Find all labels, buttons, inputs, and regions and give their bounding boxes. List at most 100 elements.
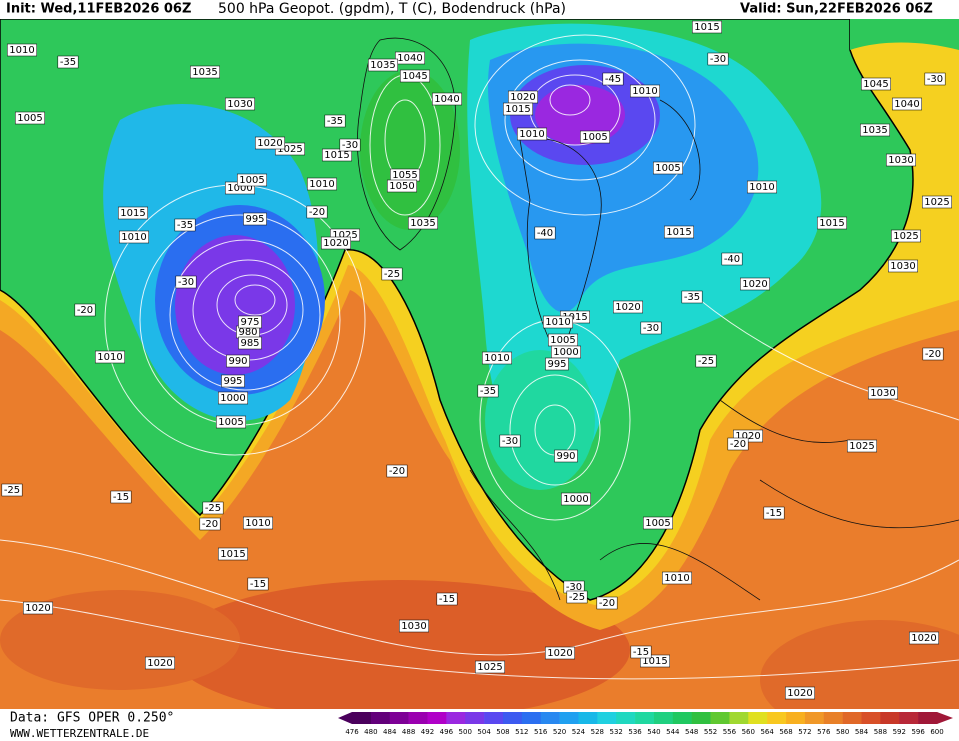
cold-field [850,19,959,50]
temperature-label-text: -20 [389,466,405,477]
label-box [643,516,673,530]
label-box [225,97,255,111]
temperature-label: -35 [324,114,346,128]
colorbar-label: 520 [553,728,566,736]
pressure-label-text: 1015 [120,208,145,219]
colorbar-label: 512 [515,728,528,736]
label-box [630,645,652,659]
pressure-label-text: 1015 [666,227,691,238]
pressure-label-text: 1045 [402,71,427,82]
colorbar-swatch [559,712,579,724]
temperature-label: -20 [727,437,749,451]
pressure-label: 1010 [517,127,547,141]
temperature-label-text: -35 [327,116,343,127]
cold-core [175,235,295,375]
pressure-label: 1020 [23,601,53,615]
pressure-label-text: 1020 [615,302,640,313]
colorbar-swatch [578,712,598,724]
colorbar-swatch [427,712,447,724]
pressure-label: 1055 [390,168,420,182]
pressure-label-text: 1000 [220,393,245,404]
temperature-label: -25 [202,501,224,515]
pressure-label-text: 1040 [434,94,459,105]
pressure-label: 1035 [860,123,890,137]
pressure-label-text: 1020 [911,633,936,644]
colorbar-label: 504 [477,728,491,736]
pressure-label-text: 1010 [245,518,270,529]
colorbar-label: 488 [402,728,415,736]
pressure-label: 1035 [408,216,438,230]
pressure-label-text: 995 [245,214,264,225]
label-box [861,77,891,91]
pressure-label-text: 1030 [401,621,426,632]
pressure-label: 1020 [740,277,770,291]
pressure-label: 1005 [643,516,673,530]
pressure-label-text: 985 [240,338,259,349]
pressure-label-text: 1030 [227,99,252,110]
temperature-label: -30 [640,321,662,335]
label-box [321,236,351,250]
label-box [324,114,346,128]
pressure-label-text: 1020 [547,648,572,659]
pressure-label: 995 [545,357,569,371]
temperature-label-text: -30 [710,54,726,65]
pressure-label-text: 1035 [410,218,435,229]
colorbar-label: 476 [345,728,359,736]
label-box [218,547,248,561]
colorbar-label: 500 [459,728,472,736]
temperature-label-text: -35 [684,292,700,303]
colorbar-swatch [691,712,711,724]
temperature-label: -15 [436,592,458,606]
label-box [721,252,743,266]
colorbar-label: 584 [855,728,869,736]
temperature-label: -15 [247,577,269,591]
temperature-label: -30 [924,72,946,86]
temperature-label: -20 [306,205,328,219]
temperature-label-text: -25 [205,503,221,514]
label-box [432,92,462,106]
pressure-label: 1030 [225,97,255,111]
colorbar-swatch [502,712,523,724]
temperature-label-text: -20 [925,349,941,360]
pressure-label: 1010 [630,84,660,98]
colorbar-label: 492 [421,728,434,736]
init-time: Init: Wed,11FEB2026 06Z [6,2,191,17]
colorbar-swatch [861,712,881,724]
pressure-label-text: 1055 [392,170,417,181]
pressure-label: 1010 [95,350,125,364]
temperature-label: -20 [74,303,96,317]
label-box [817,216,847,230]
pressure-label: 985 [238,336,262,350]
cold-core [535,85,625,145]
label-box [847,439,877,453]
temperature-label-text: -15 [439,594,455,605]
pressure-label: 1015 [118,206,148,220]
label-box [503,102,533,116]
pressure-label: 1040 [432,92,462,106]
label-box [596,596,618,610]
colorbar-swatch [653,712,674,724]
label-box [238,315,262,329]
label-box [1,483,23,497]
label-box [602,72,624,86]
pressure-label-text: 1015 [324,150,349,161]
label-box [543,315,573,329]
label-box [7,43,37,57]
colorbar-swatch [729,712,749,724]
pressure-label-text: 1020 [25,603,50,614]
temperature-label-text: -30 [178,277,194,288]
colorbar-swatch [842,712,862,724]
website: WWW.WETTERZENTRALE.DE [10,727,149,740]
pressure-label-text: 1020 [323,238,348,249]
pressure-label-text: 1025 [849,441,874,452]
temperature-label: -35 [681,290,703,304]
pressure-label: 1005 [216,415,246,429]
map-title: 500 hPa Geopot. (gpdm), T (C), Bodendruc… [218,1,566,17]
label-box [190,65,220,79]
pressure-label-text: 1010 [545,317,570,328]
colorbar-label: 536 [628,728,642,736]
colorbar-label: 600 [930,728,943,736]
pressure-label-text: 1005 [17,113,42,124]
colorbar-swatch [521,712,542,724]
colorbar-swatch [672,712,692,724]
